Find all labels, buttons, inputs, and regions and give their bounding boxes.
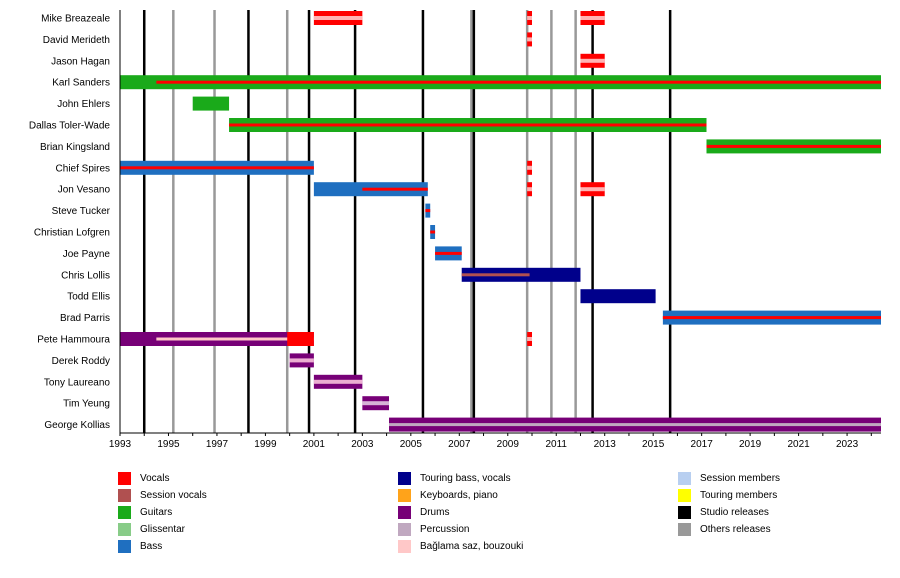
member-bar-stripe (156, 80, 881, 84)
member-bar-stripe (362, 187, 428, 191)
member-bar-stripe (229, 123, 707, 127)
touring-overlay (580, 16, 605, 20)
x-tick-label: 2017 (691, 439, 714, 450)
touring-overlay (313, 16, 363, 20)
release-lines (142, 10, 672, 433)
touring-overlay (362, 401, 390, 406)
member-label: Chief Spires (56, 163, 110, 174)
member-label: Todd Ellis (67, 292, 110, 303)
x-tick-label: 1999 (254, 439, 277, 450)
member-bar-stripe (430, 230, 436, 234)
member-label: Tony Laureano (44, 377, 111, 388)
x-tick-label: 2015 (642, 439, 665, 450)
member-bar-stripe (461, 273, 530, 277)
x-tick-label: 2001 (303, 439, 326, 450)
member-label: Karl Sanders (52, 78, 110, 89)
member-bar-stripe (706, 144, 881, 148)
member-label: George Kollias (44, 420, 110, 431)
x-tick-label: 1997 (206, 439, 229, 450)
member-label: John Ehlers (57, 99, 110, 110)
x-tick-label: 2021 (787, 439, 810, 450)
member-bar-stripe (389, 423, 881, 427)
touring-overlay (527, 37, 533, 42)
touring-overlay (527, 187, 533, 192)
x-tick-label: 2013 (594, 439, 617, 450)
x-tick-label: 2023 (836, 439, 859, 450)
member-label: Steve Tucker (52, 206, 111, 217)
session-overlay (289, 358, 314, 363)
touring-overlay (580, 187, 605, 192)
member-bar (287, 332, 314, 346)
member-bar-stripe (425, 209, 431, 213)
x-tick-label: 2005 (400, 439, 423, 450)
session-overlay (313, 379, 363, 384)
member-bar-stripe (120, 166, 314, 170)
member-bar-stripe (156, 337, 314, 341)
member-label: Joe Payne (63, 249, 111, 260)
member-label: Pete Hammoura (37, 335, 110, 346)
member-label: Jon Vesano (58, 185, 111, 196)
member-bar-stripe (662, 316, 881, 320)
member-label: Dallas Toler-Wade (29, 121, 111, 132)
member-label: Brad Parris (60, 313, 110, 324)
x-tick-label: 2003 (351, 439, 374, 450)
x-tick-label: 2009 (497, 439, 520, 450)
member-bar (580, 289, 656, 304)
x-tick-label: 1995 (157, 439, 180, 450)
member-label: Tim Yeung (63, 399, 110, 410)
touring-overlay (527, 337, 533, 341)
touring-overlay (527, 16, 533, 20)
member-label: Mike Breazeale (41, 14, 110, 25)
touring-overlay (580, 58, 605, 63)
member-label: Derek Roddy (52, 356, 110, 367)
member-bar-stripe (435, 251, 462, 255)
member-labels: Mike Breazeale David Merideth Jason Hagan K… (29, 14, 111, 432)
member-label: David Merideth (43, 35, 110, 46)
member-bars (120, 11, 881, 432)
x-axis: 1993 1995 1997 1999 2001 2003 2005 2007 2009 2011… (109, 10, 881, 450)
touring-overlay (527, 165, 533, 170)
x-tick-label: 2007 (448, 439, 471, 450)
x-tick-label: 2019 (739, 439, 762, 450)
x-tick-label: 2011 (545, 439, 567, 450)
x-tick-label: 1993 (109, 439, 132, 450)
member-bar (192, 96, 230, 111)
member-label: Christian Lofgren (34, 228, 110, 239)
member-label: Jason Hagan (51, 56, 110, 67)
member-label: Chris Lollis (61, 270, 110, 281)
member-label: Brian Kingsland (40, 142, 110, 153)
